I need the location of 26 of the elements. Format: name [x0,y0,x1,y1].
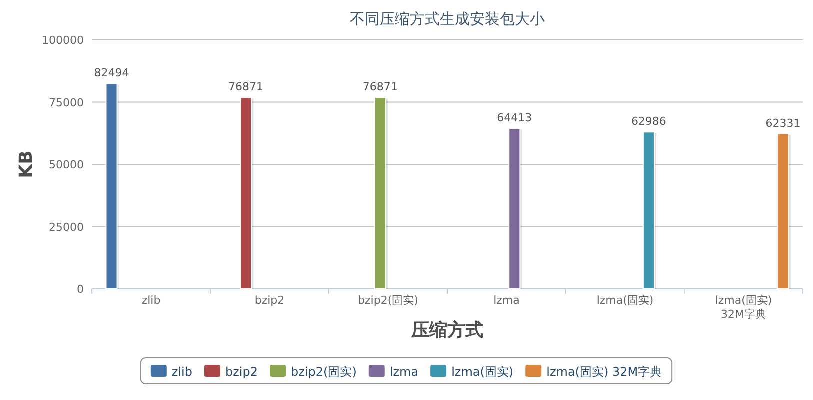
y-axis-title: KB [16,150,37,178]
y-tick-label: 75000 [49,96,84,110]
data-label: 82494 [94,66,130,80]
x-tick-label: bzip2(固实) [358,294,418,307]
x-tick-label: zlib [142,294,161,307]
data-label: 76871 [362,80,398,94]
x-tick-label: bzip2 [254,294,285,307]
x-tick-label: lzma [494,294,520,307]
legend-label: lzma(固实) 32M字典 [546,365,662,379]
legend-label: bzip2 [225,365,258,379]
legend-label: bzip2(固实) [291,365,357,379]
data-label: 62331 [766,116,801,130]
y-tick-label: 100000 [42,34,84,47]
x-tick-label: lzma(固实) 32M字典 [715,294,772,321]
y-tick-label: 25000 [49,220,84,234]
x-axis-title: 压缩方式 [410,320,484,341]
data-label: 64413 [497,112,532,125]
data-label: 76871 [228,80,264,94]
x-tick-label: lzma(固实) [596,294,654,307]
data-label: 62986 [631,115,666,128]
legend-label: zlib [172,365,192,379]
y-tick-label: 50000 [49,158,84,172]
y-tick-label: 0 [77,283,84,296]
chart-title: 不同压缩方式生成安装包大小 [350,10,545,28]
legend-label: lzma(固实) [452,365,514,379]
legend-label: lzma [390,365,419,379]
